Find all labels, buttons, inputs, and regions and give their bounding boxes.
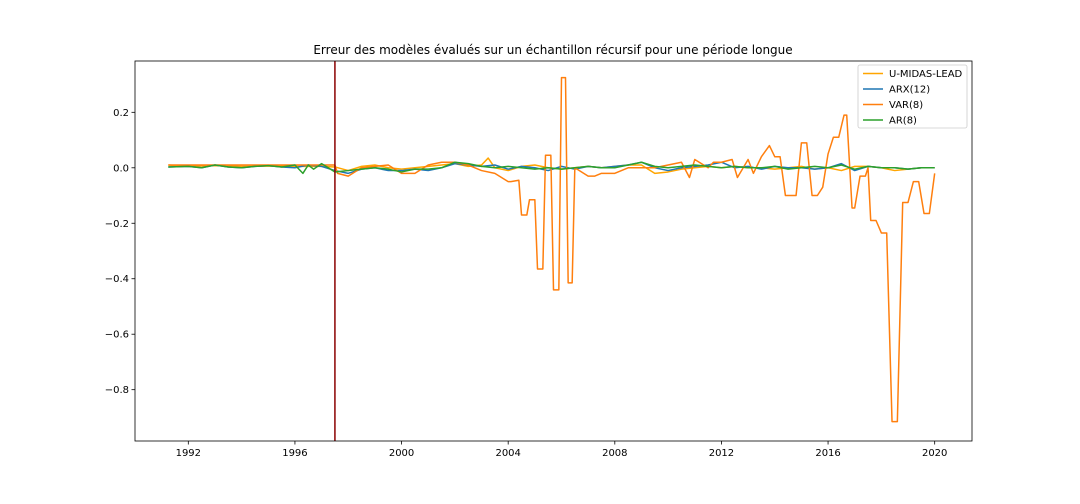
x-tick-label: 1996	[282, 448, 307, 459]
x-tick-label: 1992	[176, 448, 201, 459]
legend-label: U-MIDAS-LEAD	[889, 69, 963, 80]
x-tick-label: 2012	[709, 448, 734, 459]
legend-label: VAR(8)	[889, 100, 923, 111]
series-line-var-8	[168, 76, 936, 423]
y-tick-label: −0.4	[105, 274, 129, 285]
plot-area	[168, 61, 936, 441]
x-tick-label: 2004	[495, 448, 520, 459]
x-tick-label: 2000	[389, 448, 414, 459]
legend-box	[857, 64, 968, 129]
plot-frame	[134, 60, 973, 442]
series-line-ar-8	[168, 161, 935, 175]
x-tick-label: 2020	[922, 448, 947, 459]
y-tick-label: −0.2	[105, 219, 129, 230]
x-tick-label: 2016	[815, 448, 840, 459]
x-tick-label: 2008	[602, 448, 627, 459]
legend-label: ARX(12)	[889, 85, 930, 96]
legend-label: AR(8)	[889, 116, 917, 127]
y-tick-label: 0.0	[113, 163, 129, 174]
legend: U-MIDAS-LEAD ARX(12) VAR(8) AR(8)	[857, 64, 968, 129]
series-group	[168, 76, 936, 423]
chart-title: Erreur des modèles évalués sur un échant…	[313, 43, 792, 57]
y-tick-label: −0.6	[105, 330, 129, 341]
y-tick-label: 0.2	[113, 108, 129, 119]
axes: 1992 1996 2000 2004 2008 2012 2016 2020 0.2 0.0 −0…	[105, 60, 973, 459]
y-tick-label: −0.8	[105, 385, 129, 396]
